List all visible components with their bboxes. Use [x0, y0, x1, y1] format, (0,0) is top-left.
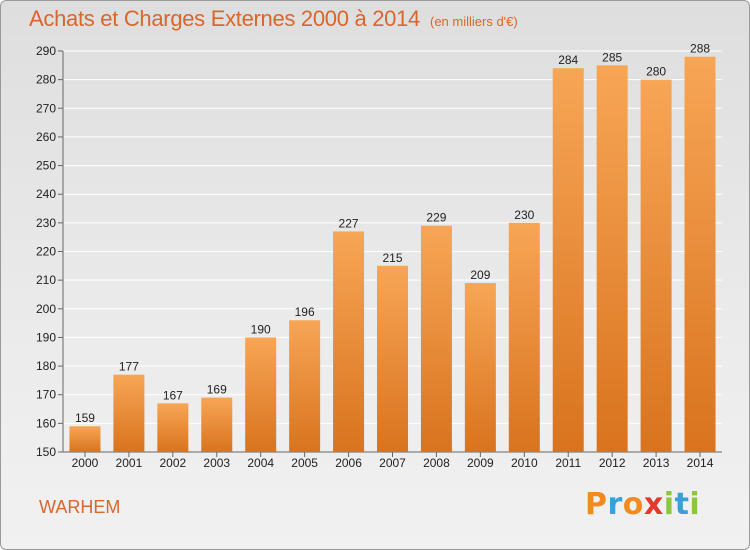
- bar: [113, 374, 145, 452]
- x-tick-label: 2011: [555, 456, 581, 470]
- x-tick-label: 2006: [335, 456, 362, 470]
- y-tick-label: 270: [36, 101, 56, 115]
- x-tick-label: 2001: [116, 456, 143, 470]
- bar-value-label: 284: [558, 53, 578, 67]
- bar: [157, 403, 189, 452]
- bar: [333, 231, 365, 452]
- bar: [201, 397, 233, 452]
- x-tick-label: 2002: [159, 456, 186, 470]
- x-tick-label: 2010: [511, 456, 538, 470]
- y-tick-label: 190: [36, 330, 56, 344]
- labels: 150 160 170 180 190 200 210 220 230 240 250 260 270 2…: [36, 42, 714, 470]
- logo-letter: P: [585, 487, 608, 522]
- bar-value-label: 169: [207, 383, 227, 397]
- x-tick-label: 2014: [687, 456, 714, 470]
- y-tick-label: 290: [36, 44, 56, 58]
- bar: [684, 56, 716, 452]
- x-tick-label: 2012: [599, 456, 626, 470]
- logo-letter: t: [674, 487, 690, 522]
- y-tick-label: 250: [36, 159, 56, 173]
- logo-letter: x: [643, 487, 664, 522]
- bar-value-label: 196: [295, 305, 315, 319]
- bar: [69, 426, 101, 452]
- bar-value-label: 227: [339, 216, 359, 230]
- bar-value-label: 229: [426, 211, 446, 225]
- y-tick-label: 160: [36, 416, 56, 430]
- chart-unit: (en milliers d'€): [429, 14, 518, 29]
- x-tick-label: 2004: [247, 456, 274, 470]
- y-tick-label: 170: [36, 388, 56, 402]
- bar: [377, 265, 408, 452]
- y-tick-label: 220: [36, 245, 56, 259]
- x-tick-label: 2013: [643, 456, 670, 470]
- bar-value-label: 177: [119, 360, 139, 374]
- bar: [596, 65, 628, 453]
- bar: [420, 225, 452, 452]
- x-tick-label: 2003: [203, 456, 230, 470]
- chart-title: Achats et Charges Externes 2000 à 2014 (e…: [29, 6, 518, 32]
- bar-value-label: 190: [251, 322, 271, 336]
- bar-value-label: 167: [163, 388, 183, 402]
- bar-value-label: 159: [75, 411, 95, 425]
- y-tick-label: 230: [36, 216, 56, 230]
- y-tick-label: 240: [36, 187, 56, 201]
- bar-value-label: 209: [470, 268, 490, 282]
- y-tick-label: 210: [36, 273, 56, 287]
- x-tick-label: 2005: [291, 456, 318, 470]
- x-tick-label: 2008: [423, 456, 450, 470]
- bars: [69, 56, 716, 453]
- bar: [464, 283, 496, 452]
- bar-value-label: 280: [646, 65, 666, 79]
- bar: [508, 222, 540, 452]
- bar-value-label: 215: [382, 251, 402, 265]
- y-tick-label: 260: [36, 130, 56, 144]
- logo-letter: i: [663, 487, 675, 522]
- bar-value-label: 285: [602, 50, 622, 64]
- bar: [640, 79, 672, 453]
- x-tick-label: 2000: [72, 456, 99, 470]
- y-tick-label: 180: [36, 359, 56, 373]
- logo-letter: o: [622, 487, 644, 522]
- commune-name: WARHEM: [39, 497, 121, 517]
- logo-letter: r: [607, 487, 623, 522]
- x-tick-label: 2007: [379, 456, 406, 470]
- logo-letter: i: [689, 487, 701, 522]
- bar: [289, 320, 321, 452]
- y-tick-label: 280: [36, 73, 56, 87]
- bar-value-label: 288: [690, 42, 710, 56]
- x-tick-label: 2009: [467, 456, 494, 470]
- bar: [245, 337, 277, 452]
- bar: [552, 68, 584, 452]
- y-tick-label: 200: [36, 302, 56, 316]
- bar-value-label: 230: [514, 208, 534, 222]
- title-text: Achats et Charges Externes 2000 à 2014: [29, 6, 420, 31]
- y-tick-label: 150: [36, 445, 56, 459]
- proxiti-logo[interactable]: Proxiti: [585, 487, 700, 522]
